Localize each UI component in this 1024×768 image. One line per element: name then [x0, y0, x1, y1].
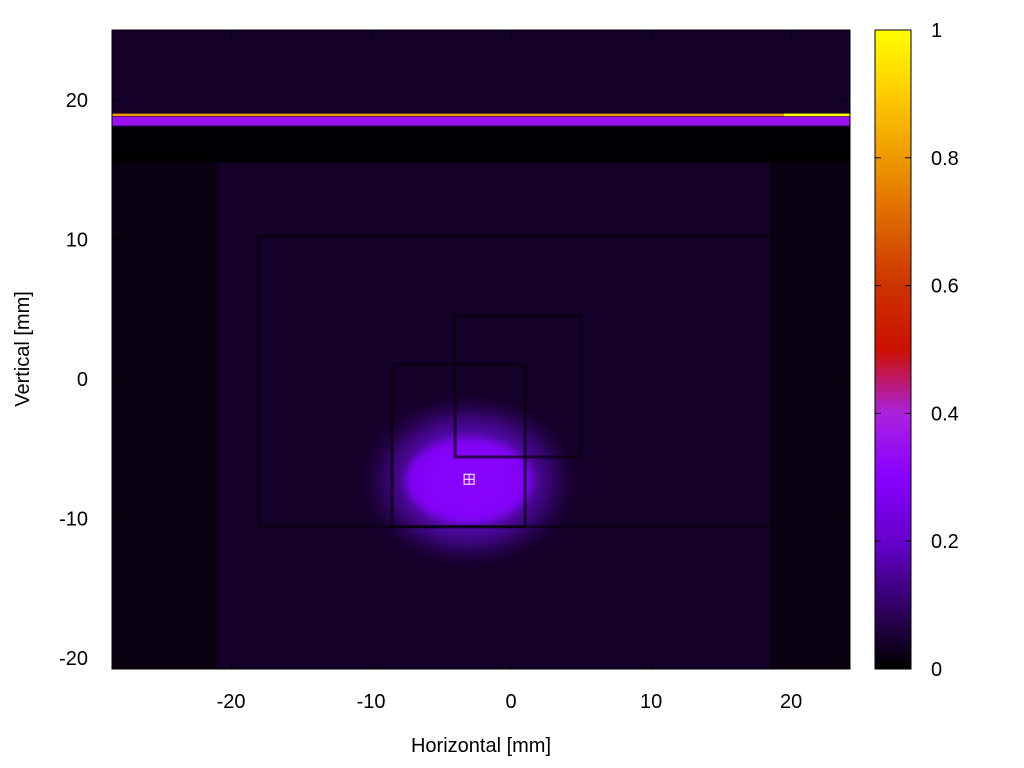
colorbar-ticks: 0 0.2 0.4 0.6 0.8 1: [875, 20, 959, 681]
dark-region: [770, 155, 850, 669]
colorbar-tick-label: 0.4: [931, 403, 959, 425]
x-tick-label: 0: [506, 691, 517, 713]
x-tick-label: -10: [357, 691, 386, 713]
x-axis-label: Horizontal [mm]: [411, 735, 551, 757]
bright-line: [112, 113, 850, 117]
x-tick-label: 10: [640, 691, 662, 713]
colorbar-tick-label: 0.2: [931, 531, 959, 553]
plot-background: [112, 30, 850, 669]
bright-band: [112, 116, 850, 126]
x-axis-ticks: -20 -10 0 10 20: [217, 30, 802, 713]
x-tick-label: -20: [217, 691, 246, 713]
colorbar-tick-label: 0: [931, 659, 942, 681]
y-tick-label: -20: [59, 648, 88, 670]
y-tick-label: 10: [66, 229, 88, 251]
bright-line: [784, 113, 850, 117]
colorbar-scale: [874, 29, 912, 670]
y-tick-label: 0: [77, 369, 88, 391]
dark-region: [112, 155, 218, 669]
y-axis-ticks: -20 -10 0 10 20: [59, 90, 850, 670]
x-tick-label: 20: [780, 691, 802, 713]
y-axis-label: Vertical [mm]: [12, 291, 34, 407]
colorbar-tick-label: 0.8: [931, 148, 959, 170]
y-tick-label: -10: [59, 508, 88, 530]
shadow-frame: [453, 314, 583, 459]
plot-area: -20 -10 0 10 20 -20 -10 0 10 20: [59, 29, 851, 713]
plot-border: [111, 29, 851, 670]
colorbar-tick-label: 0.6: [931, 276, 959, 298]
dark-band: [112, 127, 850, 163]
colorbar: 0 0.2 0.4 0.6 0.8 1: [874, 20, 959, 681]
max-marker: [463, 473, 475, 485]
colorbar-tick-label: 1: [931, 20, 942, 42]
y-tick-label: 20: [66, 90, 88, 112]
shadow-frame: [257, 234, 779, 529]
